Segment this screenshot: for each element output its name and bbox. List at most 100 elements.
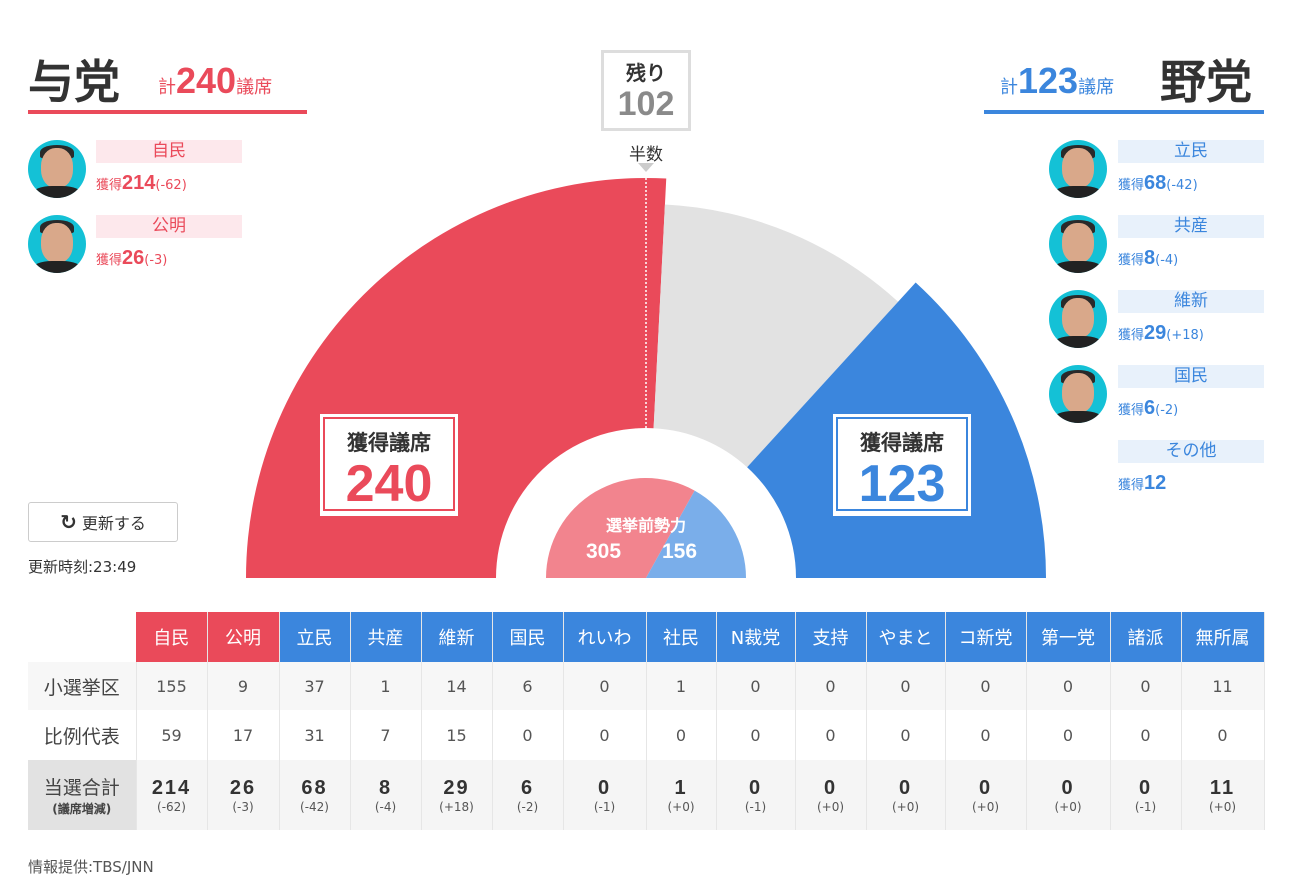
total-cell: 0 (+0) <box>795 760 867 830</box>
seat-change: (-1) <box>593 799 616 814</box>
party-name: 維新 <box>1118 290 1264 313</box>
gain-diff: (-2) <box>1155 403 1179 418</box>
table-cell: 17 <box>207 710 280 760</box>
party-column-header: 第一党 <box>1026 612 1111 662</box>
total-prefix: 計 <box>1000 77 1018 98</box>
total-seats: 8 <box>378 776 393 799</box>
party-seats: 獲得26(-3) <box>96 247 167 270</box>
total-suffix: 議席 <box>1078 77 1115 98</box>
total-value: 240 <box>176 60 237 101</box>
total-cell: 214 (-62) <box>136 760 208 830</box>
total-cell: 6 (-2) <box>492 760 564 830</box>
total-cell: 0 (+0) <box>1026 760 1111 830</box>
party-column-header: 国民 <box>492 612 564 662</box>
gain-diff: (-3) <box>144 253 168 268</box>
seat-change: (-4) <box>374 799 397 814</box>
table-cell: 0 <box>563 662 647 710</box>
party-column-header: 自民 <box>136 612 208 662</box>
seat-change: (-3) <box>232 799 254 814</box>
gain-label: 獲得 <box>1118 478 1145 493</box>
party-column-header: 共産 <box>350 612 422 662</box>
party-column-header: 公明 <box>207 612 280 662</box>
gain-value: 68 <box>1144 172 1167 194</box>
party-seats: 獲得68(-42) <box>1118 172 1198 195</box>
opposition-underline <box>984 110 1264 114</box>
party-name: 公明 <box>96 215 242 238</box>
pre-election-label: 選挙前勢力 <box>605 516 686 535</box>
total-seats: 0 <box>1061 776 1075 799</box>
total-value: 123 <box>1018 60 1079 101</box>
table-row: 比例代表 59 17 31 7 15 0 0 0 0 0 0 0 0 0 0 <box>28 710 1265 760</box>
refresh-button[interactable]: ↻ 更新する <box>28 502 178 542</box>
seat-change: (-2) <box>516 799 539 814</box>
total-seats: 0 <box>748 776 763 799</box>
total-cell: 68 (-42) <box>279 760 351 830</box>
total-seats: 0 <box>823 776 838 799</box>
total-cell: 29 (+18) <box>421 760 493 830</box>
results-table: 自民 公明 立民 共産 維新 国民 れいわ 社民 N裁党 支持 やまと コ新党 第一党 諸派 無所属 小選挙… <box>28 612 1265 830</box>
seat-change: (+0) <box>971 799 1000 814</box>
seat-change: (+0) <box>667 799 695 814</box>
gain-value: 29 <box>1144 322 1167 344</box>
table-cell: 0 <box>795 710 867 760</box>
refresh-label: 更新する <box>81 514 146 533</box>
remaining-label: 残り <box>626 61 666 85</box>
table-cell: 0 <box>945 662 1027 710</box>
total-seats: 68 <box>301 776 328 799</box>
gain-label: 獲得 <box>1118 178 1145 193</box>
leader-avatar <box>28 140 86 198</box>
table-cell: 9 <box>207 662 280 710</box>
table-cell: 155 <box>136 662 208 710</box>
opposition-seat-box: 獲得議席 123 <box>831 412 973 518</box>
total-seats: 0 <box>597 776 612 799</box>
table-row: 小選挙区 155 9 37 1 14 6 0 1 0 0 0 0 0 0 11 <box>28 662 1265 710</box>
seat-change: (-1) <box>744 799 767 814</box>
seat-change: (-1) <box>1134 799 1157 814</box>
seat-box-label: 獲得議席 <box>347 431 431 455</box>
total-cell: 26 (-3) <box>207 760 280 830</box>
total-cell: 0 (+0) <box>945 760 1027 830</box>
gain-value: 26 <box>122 247 145 269</box>
gain-label: 獲得 <box>1118 403 1145 418</box>
table-cell: 0 <box>716 662 796 710</box>
table-cell: 37 <box>279 662 351 710</box>
party-column-header: れいわ <box>563 612 647 662</box>
table-cell: 0 <box>866 662 946 710</box>
majority-marker-icon <box>638 163 654 172</box>
party-column-header: 支持 <box>795 612 867 662</box>
seat-change: (+0) <box>816 799 845 814</box>
table-cell: 59 <box>136 710 208 760</box>
row-header: 比例代表 <box>28 710 137 760</box>
remaining-box: 残り 102 <box>601 50 691 131</box>
table-cell: 0 <box>1110 662 1182 710</box>
total-seats: 0 <box>978 776 993 799</box>
ruling-title: 与党 <box>28 55 120 109</box>
leader-avatar <box>1049 140 1107 198</box>
total-seats: 1 <box>674 776 688 799</box>
leader-avatar <box>28 215 86 273</box>
table-cell: 1 <box>646 662 717 710</box>
seat-change: (+0) <box>1208 799 1237 814</box>
total-seats: 6 <box>520 776 535 799</box>
table-cell: 0 <box>945 710 1027 760</box>
pre-election-ruling-sector <box>546 478 695 578</box>
table-cell: 0 <box>716 710 796 760</box>
majority-label: 半数 <box>629 145 663 165</box>
total-seats: 0 <box>1138 776 1153 799</box>
gain-value: 214 <box>122 172 156 194</box>
source-credit: 情報提供:TBS/JNN <box>28 858 154 876</box>
party-seats: 獲得6(-2) <box>1118 397 1178 420</box>
seat-change: (-42) <box>300 799 329 814</box>
table-cell: 0 <box>563 710 647 760</box>
table-cell: 31 <box>279 710 351 760</box>
total-row: 当選合計 (議席増減) 214 (-62) 26 (-3) 68 (-42) 8 (-4) 29 (+… <box>28 760 1265 830</box>
table-cell: 0 <box>1181 710 1265 760</box>
gain-value: 8 <box>1144 247 1156 269</box>
gain-value: 12 <box>1144 472 1167 494</box>
seat-box-label: 獲得議席 <box>860 431 944 455</box>
party-name: その他 <box>1118 440 1264 463</box>
party-name: 立民 <box>1118 140 1264 163</box>
table-cell: 14 <box>421 662 493 710</box>
gain-label: 獲得 <box>96 253 123 268</box>
table-cell: 7 <box>350 710 422 760</box>
